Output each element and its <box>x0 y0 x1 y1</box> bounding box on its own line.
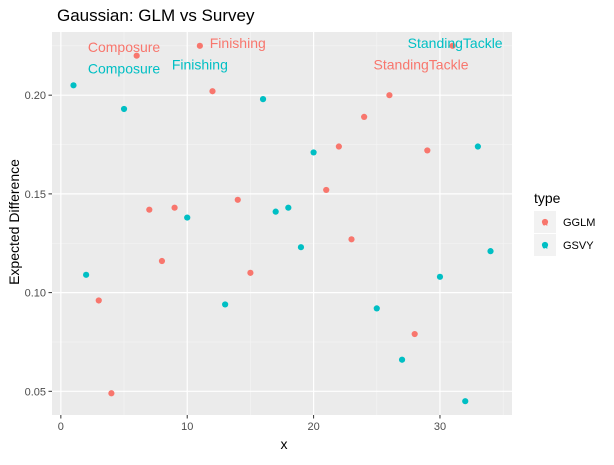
y-tick-label: 0.10 <box>25 288 46 300</box>
point-gglm <box>335 143 342 150</box>
point-gglm <box>146 206 153 213</box>
point-gsvy <box>285 204 292 211</box>
point-gsvy <box>398 356 406 363</box>
annotation-composure-gsvy: Composure <box>88 61 161 77</box>
legend-point-gsvy <box>541 241 549 249</box>
annotation-finishing-gglm: Finishing <box>210 35 266 51</box>
point-gsvy <box>184 214 191 221</box>
point-gglm <box>209 88 216 95</box>
x-tick-label: 20 <box>307 421 319 433</box>
legend-label-gsvy: GSVY <box>563 240 594 252</box>
point-gglm <box>158 257 166 265</box>
point-gsvy <box>70 82 77 89</box>
point-gglm <box>247 269 254 276</box>
point-gglm <box>411 330 418 338</box>
point-gglm <box>348 236 355 243</box>
point-gglm <box>323 186 330 194</box>
point-gglm <box>171 204 178 211</box>
point-gsvy <box>373 305 380 312</box>
annotation-standingtackle-gsvy: StandingTackle <box>408 35 503 51</box>
plot-panel <box>52 32 512 415</box>
y-axis-label: Expected Difference <box>6 159 22 285</box>
point-gglm <box>361 113 368 120</box>
point-gglm <box>424 147 431 154</box>
point-gglm <box>196 42 203 49</box>
annotation-standingtackle-gglm: StandingTackle <box>374 57 469 73</box>
legend-title: type <box>534 190 561 206</box>
y-tick-label: 0.15 <box>25 189 46 201</box>
x-axis-label: x <box>281 436 288 452</box>
point-gsvy <box>259 96 267 103</box>
legend-letter-gglm: a <box>542 218 548 228</box>
y-axis: 0.05 0.10 0.15 0.20 <box>25 90 52 398</box>
point-gsvy <box>297 244 305 251</box>
point-annotations: Composure Finishing StandingTackle Composur… <box>88 35 503 77</box>
x-tick-label: 30 <box>434 421 446 433</box>
point-gglm <box>386 92 393 99</box>
point-gsvy <box>120 105 128 113</box>
annotation-composure-gglm: Composure <box>88 39 161 55</box>
point-gglm <box>449 42 456 49</box>
data-points <box>70 42 494 405</box>
point-gsvy <box>487 248 494 255</box>
point-gsvy <box>462 398 469 405</box>
grid-minor <box>52 32 512 415</box>
point-gsvy <box>474 143 481 150</box>
x-tick-label: 10 <box>181 421 193 433</box>
point-gsvy <box>310 149 317 156</box>
point-gsvy <box>272 208 279 215</box>
point-gsvy <box>222 301 229 308</box>
legend-label-gglm: GGLM <box>563 217 595 229</box>
y-tick-label: 0.20 <box>25 90 46 102</box>
y-tick-label: 0.05 <box>25 386 46 398</box>
point-gglm <box>95 297 102 304</box>
x-axis: 0 10 20 30 <box>58 415 446 433</box>
point-gglm <box>234 196 241 203</box>
legend: type a GGLM a GSVY <box>534 190 595 256</box>
point-gglm <box>108 390 115 397</box>
legend-letter-gsvy: a <box>542 241 548 251</box>
point-gsvy <box>436 273 444 280</box>
legend-point-gglm <box>541 218 549 226</box>
grid-major <box>52 32 512 415</box>
point-gglm <box>133 52 140 59</box>
x-tick-label: 0 <box>58 421 64 433</box>
annotation-finishing-gsvy: Finishing <box>172 57 228 73</box>
chart-title: Gaussian: GLM vs Survey <box>57 6 255 25</box>
point-gsvy <box>83 271 90 278</box>
